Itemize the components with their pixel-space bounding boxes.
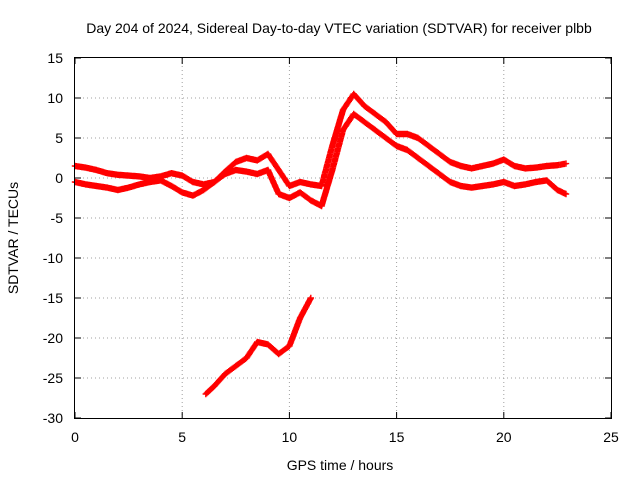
- y-tick-label: 5: [55, 130, 63, 146]
- x-tick-label: 5: [178, 429, 186, 445]
- y-tick-label: -15: [43, 290, 63, 306]
- y-tick-label: 15: [47, 50, 63, 66]
- y-tick-label: 10: [47, 90, 63, 106]
- y-tick-label: -20: [43, 330, 63, 346]
- series-markers: [202, 294, 314, 398]
- x-tick-label: 0: [71, 429, 79, 445]
- x-axis-label: GPS time / hours: [287, 457, 394, 473]
- x-tick-label: 20: [496, 429, 512, 445]
- y-tick-label: -30: [43, 410, 63, 426]
- y-tick-label: 0: [55, 170, 63, 186]
- series-track-a: [71, 90, 570, 190]
- series-markers: [71, 90, 570, 190]
- plot-frame: [74, 57, 612, 419]
- y-axis-label: SDTVAR / TECUs: [5, 182, 21, 294]
- series-track-c: [202, 294, 314, 398]
- data-points: [71, 90, 570, 398]
- x-tick-label: 25: [603, 429, 619, 445]
- axis-ticks: 0 5 10 15 20 25 -30 -25 -20 -15 -10 -5 0 5 10 15: [43, 50, 619, 445]
- x-tick-label: 15: [389, 429, 405, 445]
- y-tick-label: -5: [51, 210, 64, 226]
- y-tick-label: -25: [43, 370, 63, 386]
- y-tick-label: -10: [43, 250, 63, 266]
- chart-title: Day 204 of 2024, Sidereal Day-to-day VTE…: [86, 20, 592, 36]
- x-tick-label: 10: [282, 429, 298, 445]
